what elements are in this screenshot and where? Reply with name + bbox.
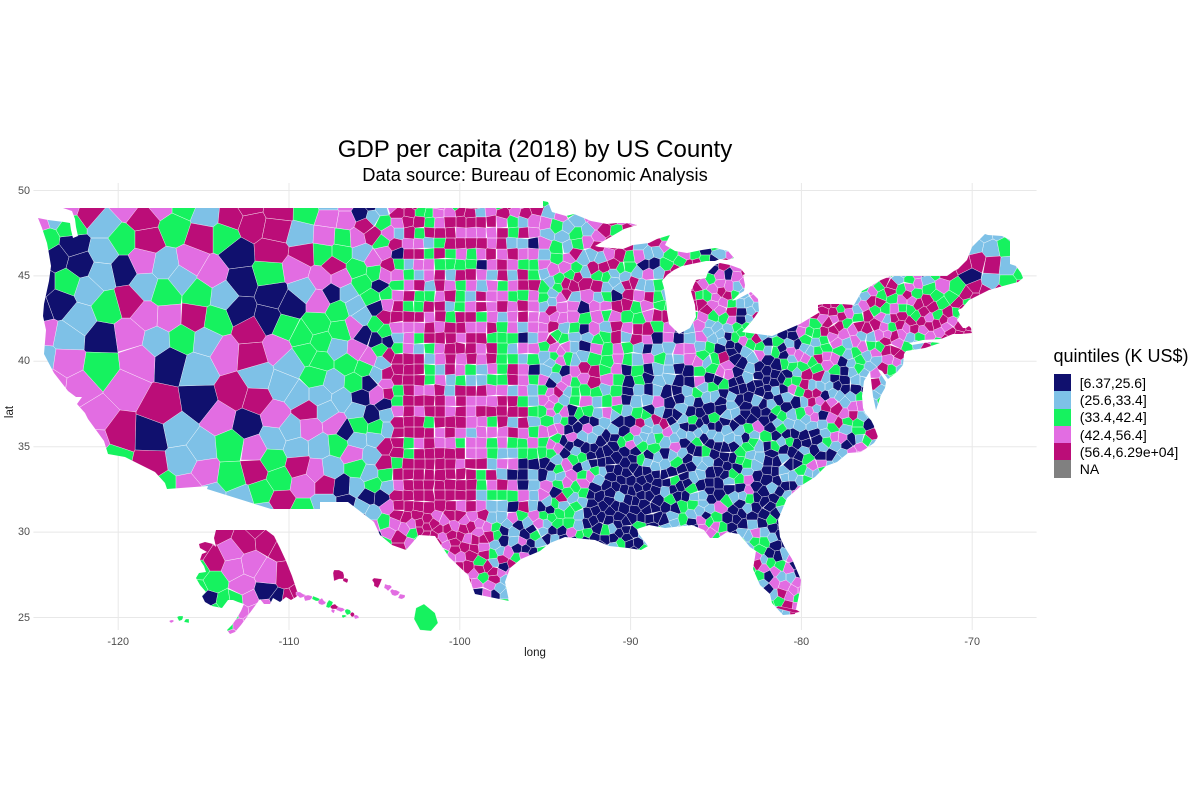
y-tick-label: 40 bbox=[17, 355, 30, 368]
x-tick-label: -100 bbox=[448, 635, 471, 648]
y-tick-label: 35 bbox=[17, 440, 30, 453]
legend-item-label: (56.4,6.29e+04] bbox=[1079, 443, 1179, 460]
legend-item-label: [6.37,25.6] bbox=[1079, 374, 1146, 391]
legend-swatch bbox=[1053, 391, 1071, 409]
legend-item-label: (42.4,56.4] bbox=[1079, 426, 1147, 443]
legend-item: (56.4,6.29e+04] bbox=[1053, 443, 1189, 461]
legend-item-label: (25.6,33.4] bbox=[1079, 391, 1147, 408]
hawaii-inset bbox=[332, 569, 439, 632]
legend-item: (33.4,42.4] bbox=[1053, 408, 1189, 426]
chart-title: GDP per capita (2018) by US County bbox=[337, 136, 733, 163]
legend-item: (42.4,56.4] bbox=[1053, 425, 1189, 444]
legend: quintiles (K US$) [6.37,25.6] (25.6,33.4… bbox=[1053, 346, 1189, 478]
legend-swatch bbox=[1053, 443, 1071, 461]
x-tick-label: -90 bbox=[622, 635, 639, 648]
legend-item: NA bbox=[1053, 460, 1189, 478]
y-tick-label: 50 bbox=[17, 184, 30, 197]
florida-keys bbox=[775, 605, 801, 614]
y-tick-label: 45 bbox=[17, 269, 30, 282]
legend-item: [6.37,25.6] bbox=[1053, 374, 1189, 392]
x-tick-label: -70 bbox=[964, 635, 980, 648]
alaska-panhandle-islands bbox=[168, 591, 360, 624]
chart-subtitle: Data source: Bureau of Economic Analysis bbox=[362, 163, 708, 185]
x-tick-label: -110 bbox=[278, 635, 300, 648]
legend-swatch bbox=[1053, 408, 1071, 426]
y-tick-label: 30 bbox=[17, 526, 30, 539]
y-axis-title: lat bbox=[4, 405, 16, 419]
x-axis-title: long bbox=[524, 647, 546, 659]
legend-swatch bbox=[1053, 425, 1071, 444]
legend-item-label: NA bbox=[1079, 461, 1100, 478]
x-tick-label: -80 bbox=[793, 635, 810, 648]
legend-item-label: (33.4,42.4] bbox=[1079, 409, 1147, 426]
legend-swatch bbox=[1053, 374, 1071, 392]
legend-title: quintiles (K US$) bbox=[1053, 346, 1189, 366]
legend-item: (25.6,33.4] bbox=[1053, 391, 1189, 409]
legend-swatch bbox=[1053, 460, 1071, 478]
x-tick-label: -120 bbox=[107, 635, 129, 648]
y-tick-label: 25 bbox=[17, 611, 30, 624]
